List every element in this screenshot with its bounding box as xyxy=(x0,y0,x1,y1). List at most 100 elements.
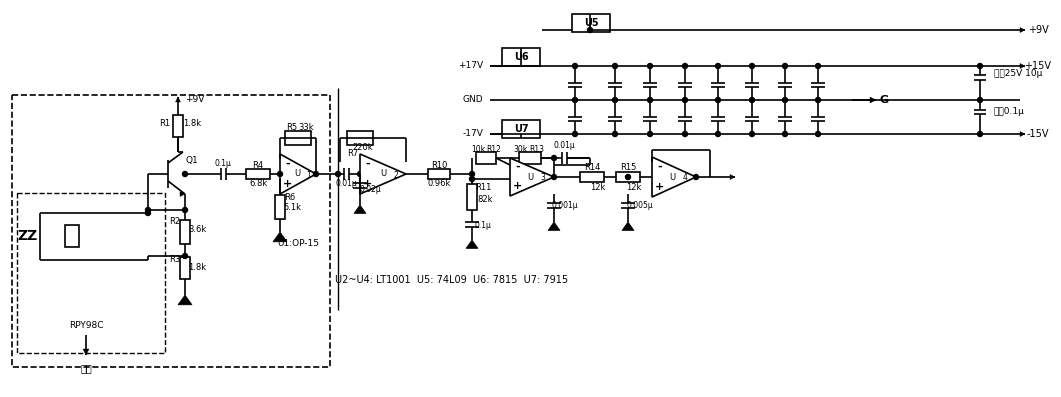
Text: +9V: +9V xyxy=(1028,25,1048,35)
Text: U1:OP-15: U1:OP-15 xyxy=(277,239,319,249)
Bar xyxy=(572,14,610,32)
Text: U: U xyxy=(294,170,300,179)
Text: 1.8k: 1.8k xyxy=(188,264,206,272)
Text: 0.02μ: 0.02μ xyxy=(359,185,381,195)
Text: R12: R12 xyxy=(487,145,502,154)
Circle shape xyxy=(182,208,188,212)
Circle shape xyxy=(694,175,698,179)
Polygon shape xyxy=(622,222,634,230)
Text: R2: R2 xyxy=(170,218,180,227)
Circle shape xyxy=(573,98,577,102)
Text: U6: U6 xyxy=(514,52,528,62)
Circle shape xyxy=(977,98,982,102)
Circle shape xyxy=(470,172,474,177)
Text: 1.8k: 1.8k xyxy=(182,118,202,127)
Bar xyxy=(502,120,540,138)
Text: 均为0.1μ: 均为0.1μ xyxy=(994,108,1025,116)
Text: 3.6k: 3.6k xyxy=(188,225,206,235)
Text: +: + xyxy=(363,179,372,189)
Polygon shape xyxy=(178,295,192,305)
Polygon shape xyxy=(653,157,696,197)
Text: GND: GND xyxy=(463,96,483,104)
Polygon shape xyxy=(273,232,286,242)
Polygon shape xyxy=(510,158,554,196)
Text: R4: R4 xyxy=(253,160,263,170)
Circle shape xyxy=(278,172,282,177)
Circle shape xyxy=(182,254,188,258)
Polygon shape xyxy=(1020,27,1025,33)
Circle shape xyxy=(612,64,618,69)
Bar xyxy=(180,257,190,279)
Bar xyxy=(502,48,540,66)
Bar xyxy=(275,195,285,219)
Text: R7: R7 xyxy=(347,148,359,158)
Bar xyxy=(347,131,373,145)
Polygon shape xyxy=(547,222,560,230)
Circle shape xyxy=(977,64,982,69)
Text: 2: 2 xyxy=(394,170,398,179)
Circle shape xyxy=(682,64,688,69)
Text: -: - xyxy=(658,162,662,172)
Bar xyxy=(180,220,190,244)
Text: 10k: 10k xyxy=(471,145,485,154)
Text: U2~U4: LT1001  U5: 74L09  U6: 7815  U7: 7915: U2~U4: LT1001 U5: 74L09 U6: 7815 U7: 791… xyxy=(335,275,568,285)
Circle shape xyxy=(335,172,341,177)
Circle shape xyxy=(715,98,720,102)
Text: ZZ: ZZ xyxy=(17,229,37,243)
Text: 30k: 30k xyxy=(514,145,528,154)
Circle shape xyxy=(612,131,618,137)
Bar xyxy=(65,225,79,247)
Text: 12k: 12k xyxy=(626,183,642,191)
Bar xyxy=(285,131,311,145)
Circle shape xyxy=(145,208,151,212)
Polygon shape xyxy=(83,349,89,355)
Circle shape xyxy=(358,172,363,177)
Text: R5: R5 xyxy=(286,123,297,133)
Text: 220k: 220k xyxy=(352,143,372,152)
Polygon shape xyxy=(870,97,876,103)
Text: Q1: Q1 xyxy=(186,156,198,166)
Bar xyxy=(519,152,541,164)
Circle shape xyxy=(552,156,557,160)
Text: 0.001μ: 0.001μ xyxy=(552,202,578,210)
Text: +15V: +15V xyxy=(1025,61,1051,71)
Circle shape xyxy=(816,98,820,102)
Circle shape xyxy=(783,64,787,69)
Circle shape xyxy=(612,98,618,102)
Circle shape xyxy=(749,98,754,102)
Polygon shape xyxy=(1020,64,1025,69)
Text: +9V: +9V xyxy=(186,96,205,104)
Circle shape xyxy=(313,172,318,177)
Text: 33k: 33k xyxy=(298,123,314,133)
Circle shape xyxy=(470,177,474,181)
Polygon shape xyxy=(175,97,180,102)
Circle shape xyxy=(626,175,630,179)
Text: 6.8k: 6.8k xyxy=(249,179,267,187)
Circle shape xyxy=(647,131,653,137)
Text: U: U xyxy=(527,173,533,181)
Circle shape xyxy=(647,64,653,69)
Circle shape xyxy=(182,172,188,177)
Circle shape xyxy=(977,131,982,137)
Polygon shape xyxy=(280,154,316,194)
Text: R13: R13 xyxy=(529,145,544,154)
Text: 均为25V 10μ: 均为25V 10μ xyxy=(994,69,1042,77)
Polygon shape xyxy=(730,175,735,179)
Bar xyxy=(173,115,182,137)
Bar xyxy=(467,184,477,210)
Text: 0.01μ: 0.01μ xyxy=(335,179,356,189)
Circle shape xyxy=(816,131,820,137)
Text: 1: 1 xyxy=(307,170,311,179)
Text: R6: R6 xyxy=(284,193,296,202)
Text: 0.1μ: 0.1μ xyxy=(474,220,491,229)
Text: R3: R3 xyxy=(170,256,180,264)
Text: -: - xyxy=(285,159,291,169)
Text: U: U xyxy=(668,173,675,181)
Text: 0.96k: 0.96k xyxy=(428,179,451,187)
Text: +: + xyxy=(283,179,293,189)
Circle shape xyxy=(647,98,653,102)
Circle shape xyxy=(749,64,754,69)
Text: R15: R15 xyxy=(620,164,637,173)
Circle shape xyxy=(749,131,754,137)
Bar xyxy=(580,172,604,182)
